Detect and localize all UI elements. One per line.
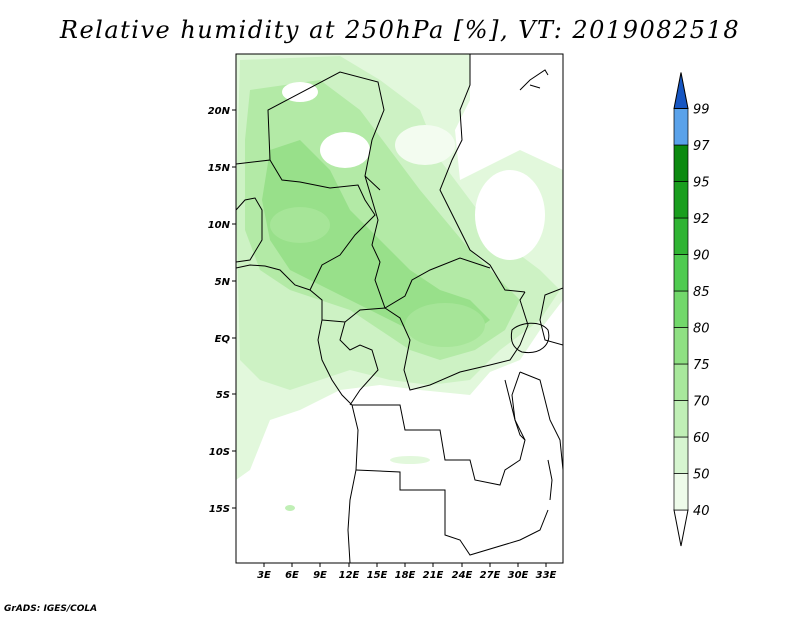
credit-text: GrADS: IGES/COLA (4, 604, 98, 614)
colorbar-segment (673, 108, 689, 146)
lon-label: 24E (452, 570, 473, 581)
colorbar-segment (673, 400, 689, 438)
colorbar-label: 95 (693, 176, 710, 191)
lon-label: 12E (339, 570, 360, 581)
colorbar-label: 97 (693, 139, 710, 154)
colorbar-label: 70 (693, 395, 710, 410)
coastline (236, 264, 359, 563)
colorbar-label: 99 (693, 103, 710, 118)
dry-patch (395, 125, 455, 165)
colorbar-segment (673, 217, 689, 255)
humid-patch (270, 207, 330, 243)
colorbar-segment (673, 144, 689, 182)
dry-patch (282, 82, 318, 102)
colorbar-label: 80 (693, 322, 710, 337)
colorbar-label: 85 (693, 285, 710, 300)
colorbar-label: 60 (693, 431, 710, 446)
dry-patch (320, 132, 370, 168)
lon-label: 30E (508, 570, 529, 581)
humidity-field (236, 54, 563, 511)
lon-label: 21E (423, 570, 444, 581)
river-coast (519, 69, 549, 91)
colorbar-segment (673, 473, 689, 511)
humidity-80-region (262, 140, 490, 340)
lat-label: 15N (208, 163, 231, 174)
border-east (519, 287, 563, 471)
colorbar: 40 50 60 70 75 80 85 90 92 95 97 99 (673, 72, 710, 547)
humid-patch (405, 303, 485, 347)
colorbar-segment (673, 290, 689, 328)
colorbar-segment (673, 436, 689, 474)
humidity-70-region (245, 80, 520, 360)
lat-label: EQ (215, 334, 231, 345)
lat-axis (232, 109, 236, 509)
lon-label: 9E (313, 570, 327, 581)
lake-malawi (547, 459, 553, 501)
colorbar-segment (673, 181, 689, 219)
lat-label: 20N (208, 106, 231, 117)
lake-tanganyika (504, 379, 526, 441)
colorbar-label: 90 (693, 249, 710, 264)
border-egypt (439, 54, 526, 293)
west-coast-detail (236, 197, 263, 263)
dry-patch (475, 170, 545, 260)
border-nigeria (269, 159, 376, 291)
border-congo (321, 307, 386, 406)
humid-patch (285, 505, 295, 511)
lat-label: 15S (209, 504, 230, 515)
colorbar-label: 75 (693, 358, 710, 373)
lon-label: 33E (536, 570, 557, 581)
lon-label: 6E (285, 570, 299, 581)
lat-label: 5S (216, 390, 230, 401)
lon-label: 18E (395, 570, 416, 581)
humid-patch (390, 456, 430, 464)
lon-label: 27E (480, 570, 501, 581)
lat-label: 10S (209, 447, 230, 458)
border-sahara (236, 71, 385, 191)
colorbar-lower-arrow (673, 509, 689, 547)
lat-label: 5N (215, 277, 231, 288)
colorbar-segment (673, 363, 689, 401)
lon-label: 15E (367, 570, 388, 581)
lon-axis (263, 563, 547, 567)
lon-label: 3E (257, 570, 271, 581)
colorbar-segment (673, 327, 689, 365)
map-title: Relative humidity at 250hPa [%], VT: 201… (59, 16, 741, 44)
border-car (384, 291, 529, 391)
colorbar-label: 92 (693, 212, 710, 227)
border-angola (355, 469, 549, 556)
colorbar-label: 40 (693, 504, 710, 519)
border-drc (352, 371, 526, 486)
colorbar-segment (673, 254, 689, 292)
country-borders (236, 54, 563, 563)
colorbar-upper-arrow (673, 72, 689, 109)
colorbar-label: 50 (693, 468, 710, 483)
lat-label: 10N (208, 220, 231, 231)
map-frame (235, 53, 564, 564)
lake-victoria (510, 322, 550, 354)
